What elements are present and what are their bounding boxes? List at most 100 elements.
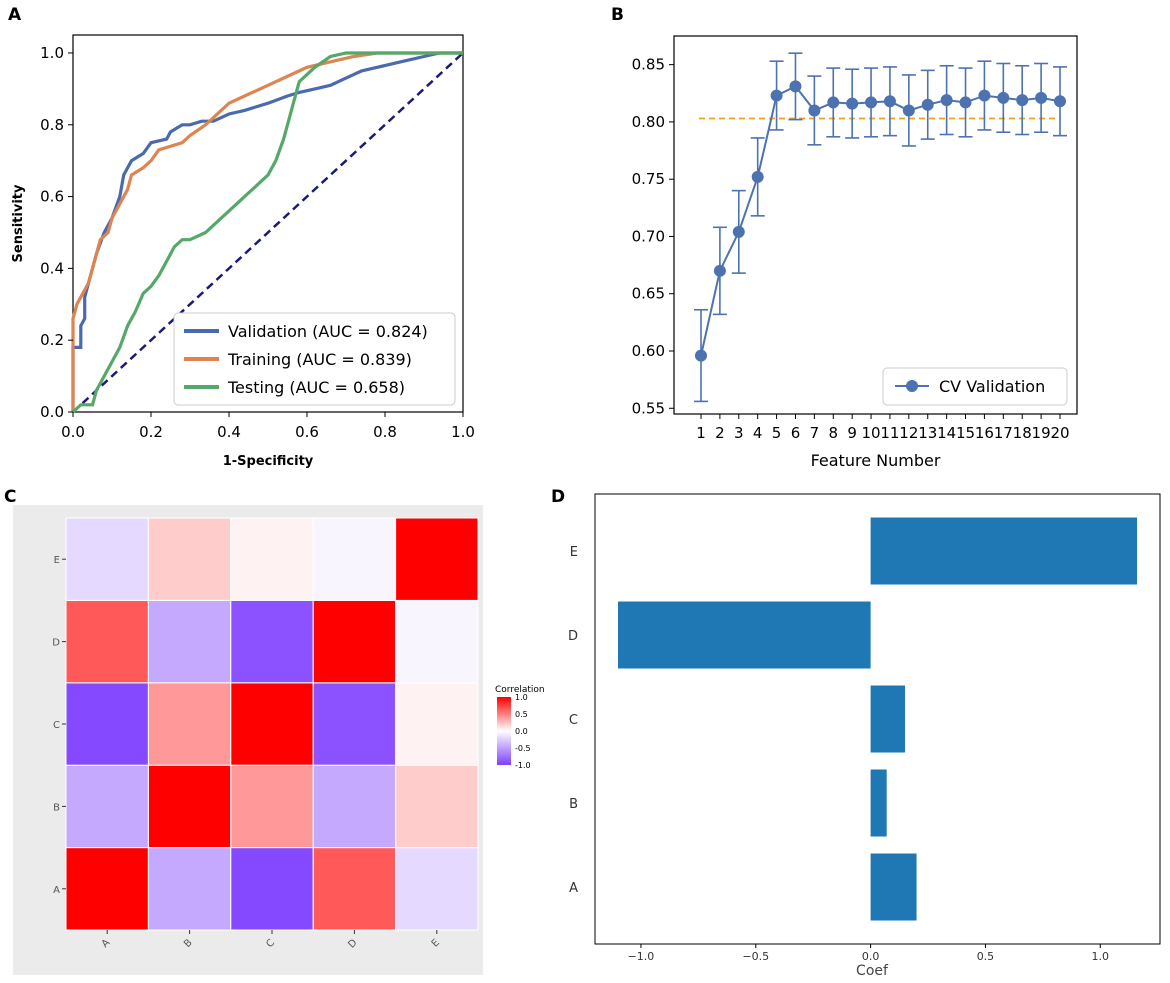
roc-y-tick-label: 0.2 — [40, 331, 64, 349]
coef-x-tick-label: −1.0 — [628, 950, 655, 963]
panel-label-d: D — [551, 487, 565, 507]
cv-y-tick-label: 0.65 — [632, 285, 665, 303]
cv-x-tick-label: 3 — [734, 424, 744, 442]
cv-data-point — [1016, 94, 1029, 107]
heatmap-legend-tick-label: 0.5 — [515, 710, 528, 719]
coef-bar — [870, 769, 887, 837]
cv-data-point — [865, 96, 878, 109]
panel-label-a: A — [8, 5, 22, 25]
heatmap-cell — [312, 764, 397, 849]
roc-x-tick-label: 0.8 — [373, 423, 397, 441]
heatmap-cell — [230, 764, 314, 849]
cv-data-point — [1054, 95, 1066, 108]
cv-data-point — [959, 96, 972, 109]
heatmap-cell — [230, 847, 314, 931]
heatmap-legend-tick-label: 0.0 — [515, 727, 528, 736]
coef-y-tick-label: A — [569, 881, 578, 896]
cv-x-tick-label: 11 — [880, 424, 899, 442]
heatmap-cell — [65, 847, 149, 931]
cv-data-point — [713, 264, 726, 277]
panel-label-c: C — [4, 487, 16, 507]
cv-legend-label: CV Validation — [939, 377, 1045, 396]
heatmap-y-tick-label: C — [53, 720, 60, 731]
coef-y-tick-label: B — [569, 797, 578, 812]
cv-data-point — [695, 349, 707, 362]
cv-data-point — [808, 104, 821, 117]
roc-diagonal-line — [72, 52, 464, 413]
heatmap-cell — [312, 682, 397, 766]
coefficient-bar-chart: A B C D E −1.0 −0.5 0.0 0.5 1.0 Coef — [568, 493, 1161, 979]
cv-x-tick-label: 9 — [847, 424, 857, 442]
cv-x-tick-label: 7 — [810, 424, 820, 442]
heatmap-legend-tick-label: -0.5 — [515, 744, 531, 753]
coef-x-tick-label: 0.5 — [977, 950, 995, 963]
heatmap-y-tick-label: D — [52, 638, 60, 649]
coef-x-axis-label: Coef — [856, 963, 889, 979]
cv-x-tick-label: 4 — [753, 424, 763, 442]
cv-y-tick-label: 0.70 — [632, 227, 665, 245]
roc-x-tick-label: 1.0 — [451, 423, 475, 441]
heatmap-y-tick-label: E — [54, 555, 60, 566]
cv-x-tick-label: 6 — [791, 424, 801, 442]
cv-x-tick-label: 13 — [918, 424, 937, 442]
cv-data-point — [997, 91, 1010, 104]
roc-legend-label-validation: Validation (AUC = 0.824) — [228, 322, 428, 341]
cv-x-tick-label: 1 — [696, 424, 706, 442]
cv-x-tick-label: 10 — [862, 424, 881, 442]
roc-y-tick-label: 1.0 — [40, 44, 64, 62]
coef-y-tick-label: C — [569, 713, 578, 728]
cv-x-tick-label: 15 — [956, 424, 975, 442]
cv-y-tick-label: 0.55 — [632, 399, 665, 417]
roc-y-tick-label: 0.8 — [40, 116, 64, 134]
cv-y-tick-label: 0.75 — [632, 170, 665, 188]
cv-data-point — [789, 80, 802, 93]
roc-legend-label-training: Training (AUC = 0.839) — [227, 350, 412, 369]
roc-legend-box — [173, 312, 456, 406]
coef-x-tick-label: 0.0 — [862, 950, 880, 963]
heatmap-cell — [395, 517, 479, 601]
cv-data-point — [770, 89, 783, 102]
roc-x-axis-label: 1-Specificity — [223, 454, 314, 469]
cv-x-tick-label: 17 — [994, 424, 1013, 442]
roc-x-tick-label: 0.2 — [139, 423, 163, 441]
roc-series-testing — [71, 51, 463, 414]
heatmap-cell — [65, 517, 149, 601]
heatmap-cell — [147, 517, 232, 601]
coef-y-tick-label: D — [568, 629, 578, 644]
cv-data-point — [846, 97, 859, 110]
cv-x-tick-label: 8 — [828, 424, 838, 442]
heatmap-legend-tick-label: 1.0 — [515, 693, 528, 702]
cv-validation-chart: 1 2 3 4 5 6 7 8 9 10 11 12 13 14 15 16 17 18 19 200.550.600… — [632, 35, 1078, 470]
cv-data-point — [921, 98, 934, 111]
roc-x-tick-label: 0.4 — [217, 423, 241, 441]
heatmap-legend-title: Correlation — [495, 685, 545, 695]
cv-y-tick-label: 0.80 — [632, 113, 665, 131]
heatmap-cell — [147, 599, 232, 684]
roc-y-tick-label: 0.0 — [40, 403, 64, 421]
cv-x-tick-label: 19 — [1032, 424, 1051, 442]
heatmap-cell — [65, 599, 149, 684]
heatmap-cell — [395, 847, 479, 931]
heatmap-cell — [147, 764, 232, 849]
cv-legend-swatch-marker — [906, 380, 918, 392]
cv-data-point — [883, 95, 896, 108]
coef-bar — [870, 517, 1138, 585]
roc-series-training — [71, 51, 463, 412]
cv-x-axis-label: Feature Number — [811, 451, 941, 470]
heatmap-cell — [312, 517, 397, 601]
heatmap-cell — [65, 682, 149, 766]
cv-data-point — [902, 104, 915, 117]
cv-x-tick-label: 16 — [975, 424, 994, 442]
heatmap-cell — [312, 847, 397, 931]
roc-x-tick-label: 0.0 — [61, 423, 85, 441]
cv-x-tick-label: 14 — [937, 424, 956, 442]
heatmap-cell — [147, 682, 232, 766]
heatmap-cell — [230, 599, 314, 684]
cv-y-tick-label: 0.85 — [632, 56, 665, 74]
coef-x-tick-label: 1.0 — [1092, 950, 1110, 963]
heatmap-cell — [147, 847, 232, 931]
cv-x-tick-label: 5 — [772, 424, 782, 442]
heatmap-cell — [230, 517, 314, 601]
